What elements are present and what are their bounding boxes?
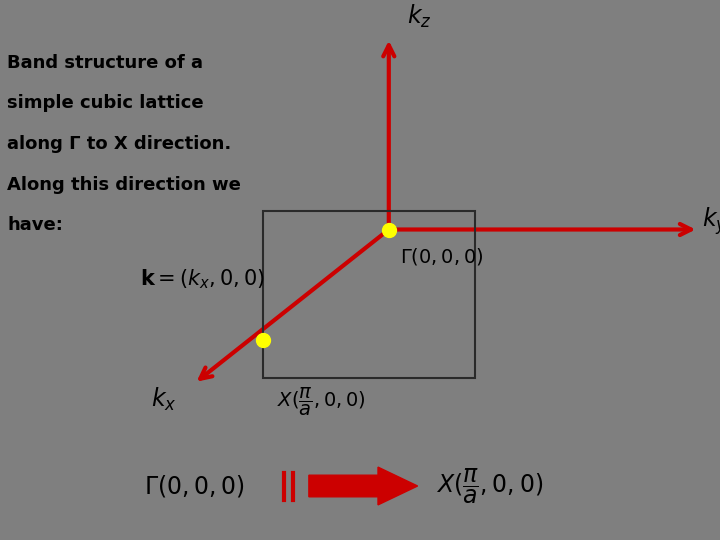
Text: simple cubic lattice: simple cubic lattice (7, 94, 204, 112)
Text: Along this direction we: Along this direction we (7, 176, 241, 193)
Text: along Γ to X direction.: along Γ to X direction. (7, 135, 231, 153)
Point (257, 336, 269, 345)
Text: Band structure of a: Band structure of a (7, 54, 203, 72)
Text: $k_y$: $k_y$ (702, 206, 720, 237)
Text: have:: have: (7, 216, 63, 234)
Point (383, 225, 395, 234)
Text: $\Gamma(0,0,0)$: $\Gamma(0,0,0)$ (400, 246, 483, 267)
FancyArrow shape (309, 467, 418, 505)
Text: $X(\dfrac{\pi}{a},0,0)$: $X(\dfrac{\pi}{a},0,0)$ (277, 386, 366, 418)
Text: $k_x$: $k_x$ (150, 386, 176, 413)
Text: $k_z$: $k_z$ (407, 3, 431, 30)
Text: $\Gamma(0,0,0)$: $\Gamma(0,0,0)$ (144, 473, 245, 499)
Text: $\mathbf{k} = (k_x, 0, 0)$: $\mathbf{k} = (k_x, 0, 0)$ (140, 267, 266, 291)
Text: $X(\dfrac{\pi}{a},0,0)$: $X(\dfrac{\pi}{a},0,0)$ (436, 467, 543, 505)
Bar (263, 211, 475, 378)
